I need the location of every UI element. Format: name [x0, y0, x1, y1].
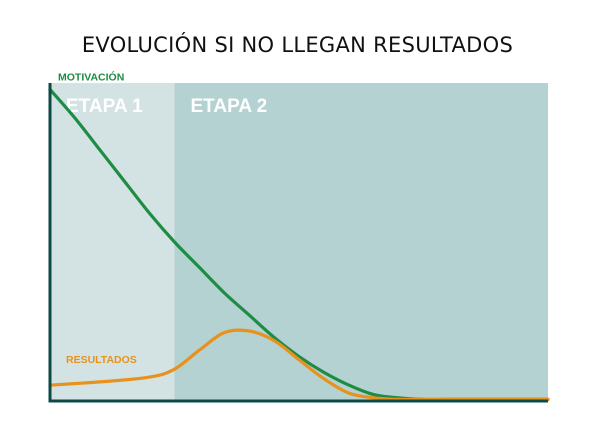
series-label-resultados: RESULTADOS	[66, 354, 137, 366]
stage-backgrounds: ETAPA 1 ETAPA 2	[50, 83, 548, 401]
stage-1-label: ETAPA 1	[66, 96, 143, 117]
series-labels: MOTIVACIÓN RESULTADOS	[58, 70, 137, 366]
stage-1-band	[50, 83, 175, 401]
axes	[48, 83, 548, 403]
stage-2-band	[174, 83, 548, 401]
series-label-motivacion: MOTIVACIÓN	[58, 70, 124, 83]
page-title: EVOLUCIÓN SI NO LLEGAN RESULTADOS	[81, 33, 514, 57]
stage-2-label: ETAPA 2	[191, 96, 268, 117]
